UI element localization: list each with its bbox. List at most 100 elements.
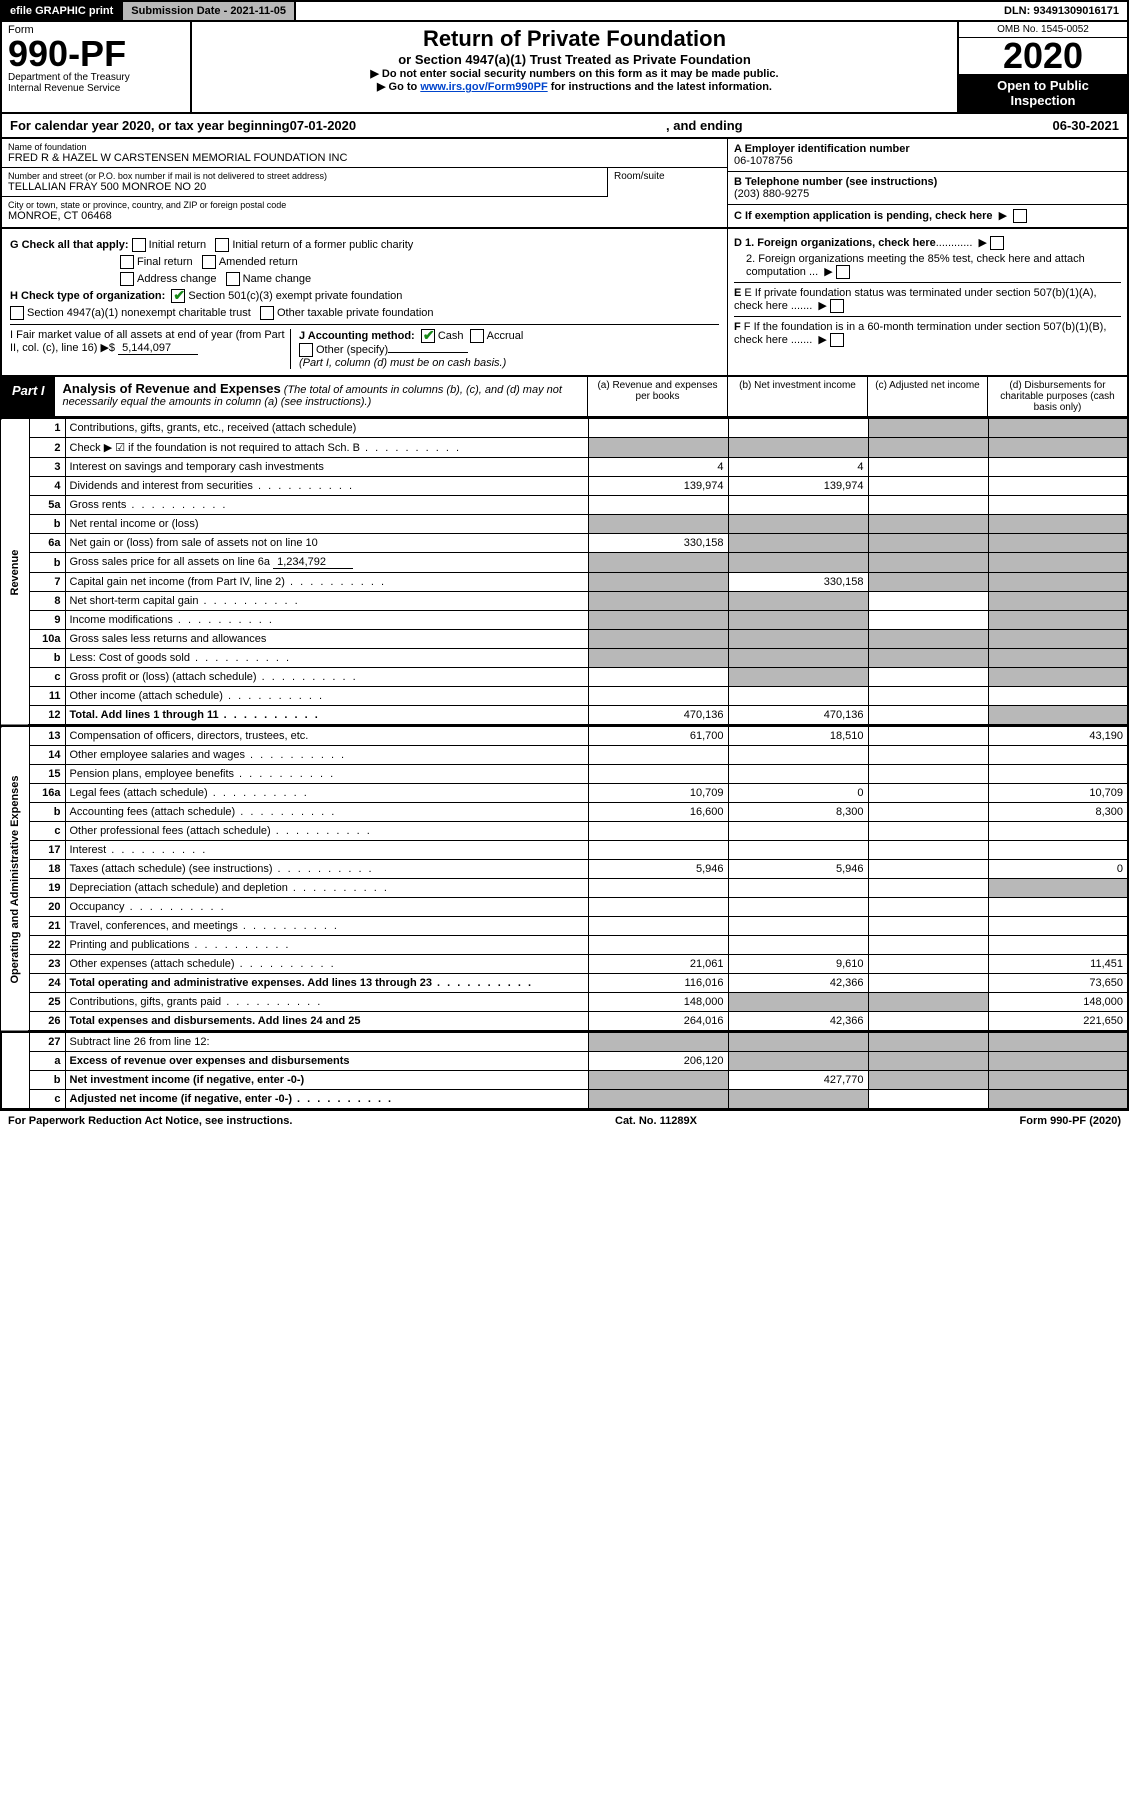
amount-cell	[988, 573, 1128, 592]
line-description: Occupancy	[65, 898, 588, 917]
amount-cell	[988, 822, 1128, 841]
85pct-checkbox[interactable]	[836, 265, 850, 279]
amount-cell	[588, 496, 728, 515]
form990pf-link[interactable]: www.irs.gov/Form990PF	[420, 81, 547, 93]
line-description: Net rental income or (loss)	[65, 515, 588, 534]
line-number: 15	[29, 765, 65, 784]
amount-cell	[988, 592, 1128, 611]
amount-cell	[588, 649, 728, 668]
amount-cell	[868, 458, 988, 477]
j-block: J Accounting method: Cash Accrual Other …	[290, 329, 719, 369]
table-row: 17Interest	[1, 841, 1128, 860]
paperwork-notice: For Paperwork Reduction Act Notice, see …	[8, 1115, 292, 1127]
amount-cell: 427,770	[728, 1071, 868, 1090]
line-description: Other expenses (attach schedule)	[65, 955, 588, 974]
amount-cell	[588, 553, 728, 573]
table-row: 20Occupancy	[1, 898, 1128, 917]
amount-cell: 16,600	[588, 803, 728, 822]
line-number: 12	[29, 706, 65, 726]
amount-cell	[988, 515, 1128, 534]
line-number: 20	[29, 898, 65, 917]
section-label: Revenue	[1, 419, 29, 726]
line-description: Total expenses and disbursements. Add li…	[65, 1012, 588, 1032]
table-row: 22Printing and publications	[1, 936, 1128, 955]
amount-cell	[988, 1071, 1128, 1090]
year-block: OMB No. 1545-0052 2020 Open to Public In…	[957, 22, 1127, 112]
line-number: 18	[29, 860, 65, 879]
other-method-checkbox[interactable]	[299, 343, 313, 357]
exemption-checkbox[interactable]	[1013, 209, 1027, 223]
table-row: 4Dividends and interest from securities1…	[1, 477, 1128, 496]
line-description: Accounting fees (attach schedule)	[65, 803, 588, 822]
efile-print-label[interactable]: efile GRAPHIC print	[2, 2, 121, 20]
cash-checkbox[interactable]	[421, 329, 435, 343]
line-number: 6a	[29, 534, 65, 553]
amount-cell	[868, 534, 988, 553]
page-footer: For Paperwork Reduction Act Notice, see …	[0, 1110, 1129, 1131]
amount-cell	[728, 917, 868, 936]
amount-cell	[868, 1071, 988, 1090]
line-description: Pension plans, employee benefits	[65, 765, 588, 784]
amount-cell	[728, 649, 868, 668]
amount-cell	[728, 993, 868, 1012]
amount-cell	[728, 1090, 868, 1110]
ein-value: 06-1078756	[734, 155, 1121, 167]
table-row: 6aNet gain or (loss) from sale of assets…	[1, 534, 1128, 553]
amount-cell	[868, 917, 988, 936]
other-taxable-checkbox[interactable]	[260, 306, 274, 320]
amount-cell	[728, 496, 868, 515]
line-description: Income modifications	[65, 611, 588, 630]
ssn-warning: ▶ Do not enter social security numbers o…	[196, 67, 953, 80]
amount-cell	[728, 1052, 868, 1071]
amount-cell	[868, 649, 988, 668]
form-ref: Form 990-PF (2020)	[1020, 1115, 1121, 1127]
initial-return-former-checkbox[interactable]	[215, 238, 229, 252]
amount-cell	[988, 553, 1128, 573]
calendar-year-row: For calendar year 2020, or tax year begi…	[0, 114, 1129, 139]
line-number: 23	[29, 955, 65, 974]
amount-cell	[988, 879, 1128, 898]
60month-checkbox[interactable]	[830, 333, 844, 347]
accrual-checkbox[interactable]	[470, 329, 484, 343]
final-return-checkbox[interactable]	[120, 255, 134, 269]
amount-cell: 4	[588, 458, 728, 477]
amount-cell	[868, 860, 988, 879]
line-description: Other employee salaries and wages	[65, 746, 588, 765]
column-headers: (a) Revenue and expenses per books (b) N…	[587, 377, 1127, 416]
amount-cell	[988, 534, 1128, 553]
amount-cell	[588, 841, 728, 860]
amount-cell	[588, 936, 728, 955]
table-row: 14Other employee salaries and wages	[1, 746, 1128, 765]
501c3-checkbox[interactable]	[171, 289, 185, 303]
line-description: Legal fees (attach schedule)	[65, 784, 588, 803]
amount-cell: 5,946	[588, 860, 728, 879]
amount-cell	[868, 419, 988, 438]
line-number: 5a	[29, 496, 65, 515]
name-change-checkbox[interactable]	[226, 272, 240, 286]
foundation-name-box: Name of foundation FRED R & HAZEL W CARS…	[2, 139, 727, 168]
amount-cell: 470,136	[728, 706, 868, 726]
initial-return-checkbox[interactable]	[132, 238, 146, 252]
form-title: Return of Private Foundation	[196, 26, 953, 52]
table-row: 10aGross sales less returns and allowanc…	[1, 630, 1128, 649]
amount-cell: 206,120	[588, 1052, 728, 1071]
4947a1-checkbox[interactable]	[10, 306, 24, 320]
amount-cell	[868, 573, 988, 592]
line-number: a	[29, 1052, 65, 1071]
amended-return-checkbox[interactable]	[202, 255, 216, 269]
address-change-checkbox[interactable]	[120, 272, 134, 286]
city-box: City or town, state or province, country…	[2, 197, 727, 225]
amount-cell	[588, 668, 728, 687]
status-terminated-checkbox[interactable]	[830, 299, 844, 313]
form-id-block: Form 990-PF Department of the Treasury I…	[2, 22, 192, 112]
amount-cell	[728, 1033, 868, 1052]
foreign-org-checkbox[interactable]	[990, 236, 1004, 250]
amount-cell	[868, 1090, 988, 1110]
amount-cell	[988, 1052, 1128, 1071]
amount-cell: 264,016	[588, 1012, 728, 1032]
amount-cell	[728, 553, 868, 573]
amount-cell	[728, 438, 868, 458]
line-number: 21	[29, 917, 65, 936]
col-c-header: (c) Adjusted net income	[867, 377, 987, 416]
line-description: Dividends and interest from securities	[65, 477, 588, 496]
